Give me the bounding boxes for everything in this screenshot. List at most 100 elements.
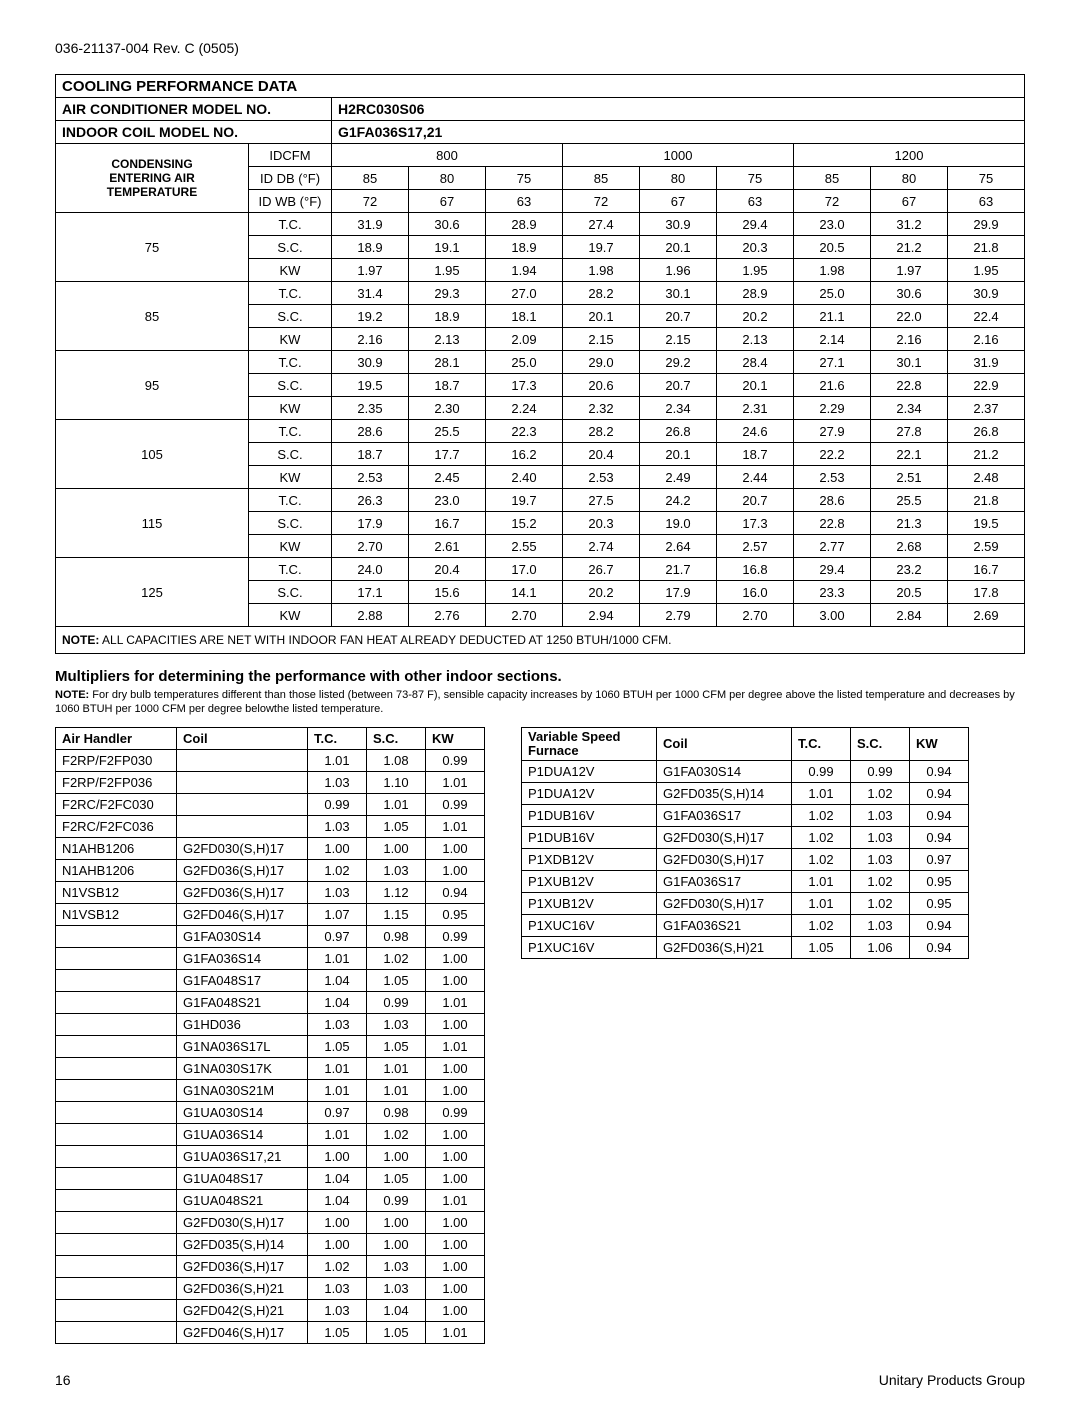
cell: 0.95: [910, 893, 969, 915]
data-cell: 17.3: [486, 374, 563, 397]
coil-model-value: G1FA036S17,21: [332, 121, 1025, 144]
cell: G1NA036S17L: [177, 1035, 308, 1057]
cell: G2FD036(S,H)21: [657, 937, 792, 959]
cell: 0.99: [308, 793, 367, 815]
table-title: COOLING PERFORMANCE DATA: [56, 75, 1025, 98]
wb-4: 67: [640, 190, 717, 213]
data-cell: 31.9: [948, 351, 1025, 374]
data-cell: 17.3: [717, 512, 794, 535]
cell: 1.00: [308, 1145, 367, 1167]
data-cell: 22.1: [871, 443, 948, 466]
cell: 1.04: [308, 1189, 367, 1211]
cell: [56, 1035, 177, 1057]
metric-label: S.C.: [249, 305, 332, 328]
footer-brand: Unitary Products Group: [879, 1372, 1025, 1388]
cell: 1.01: [308, 1079, 367, 1101]
cell: 1.00: [426, 947, 485, 969]
hdr-kw-right: KW: [910, 727, 969, 761]
data-cell: 22.3: [486, 420, 563, 443]
cell: 1.01: [792, 871, 851, 893]
cell: 0.99: [851, 761, 910, 783]
cell: 1.12: [367, 881, 426, 903]
cell: G1NA030S17K: [177, 1057, 308, 1079]
data-cell: 23.2: [871, 558, 948, 581]
table-row: F2RP/F2FP0301.011.080.99: [56, 749, 485, 771]
cell: 0.94: [910, 783, 969, 805]
metric-label: T.C.: [249, 420, 332, 443]
table-row: G1UA036S17,211.001.001.00: [56, 1145, 485, 1167]
data-cell: 29.0: [563, 351, 640, 374]
data-cell: 26.8: [640, 420, 717, 443]
cell: G1FA030S14: [177, 925, 308, 947]
cell: 0.98: [367, 925, 426, 947]
cell: G2FD030(S,H)17: [657, 893, 792, 915]
cell: 1.00: [367, 1211, 426, 1233]
cell: 1.06: [851, 937, 910, 959]
cell: G1FA030S14: [657, 761, 792, 783]
table-row: F2RC/F2FC0300.991.010.99: [56, 793, 485, 815]
table-row: N1AHB1206G2FD030(S,H)171.001.001.00: [56, 837, 485, 859]
cell: 1.03: [367, 859, 426, 881]
data-cell: 20.7: [640, 374, 717, 397]
hdr-tc-right: T.C.: [792, 727, 851, 761]
data-cell: 17.9: [640, 581, 717, 604]
cell: 0.97: [308, 1101, 367, 1123]
cell: [56, 1013, 177, 1035]
hdr-sc-right: S.C.: [851, 727, 910, 761]
cell: G2FD036(S,H)17: [177, 859, 308, 881]
data-cell: 25.5: [409, 420, 486, 443]
cell: 1.00: [367, 1233, 426, 1255]
data-cell: 3.00: [794, 604, 871, 627]
table-row: G1UA048S171.041.051.00: [56, 1167, 485, 1189]
data-cell: 20.7: [717, 489, 794, 512]
cell: 1.03: [308, 1013, 367, 1035]
data-cell: 2.34: [871, 397, 948, 420]
cell: [56, 969, 177, 991]
cell: N1AHB1206: [56, 837, 177, 859]
cell: 0.99: [426, 749, 485, 771]
cell: 1.05: [367, 815, 426, 837]
cell: F2RC/F2FC030: [56, 793, 177, 815]
cell: 1.04: [308, 969, 367, 991]
cell: G1UA036S17,21: [177, 1145, 308, 1167]
data-cell: 25.5: [871, 489, 948, 512]
air-handler-multipliers-table: Air Handler Coil T.C. S.C. KW F2RP/F2FP0…: [55, 727, 485, 1344]
data-cell: 16.8: [717, 558, 794, 581]
data-cell: 24.2: [640, 489, 717, 512]
data-cell: 20.1: [717, 374, 794, 397]
metric-label: KW: [249, 535, 332, 558]
data-cell: 20.1: [563, 305, 640, 328]
data-cell: 2.29: [794, 397, 871, 420]
data-cell: 1.95: [409, 259, 486, 282]
data-cell: 27.1: [794, 351, 871, 374]
multipliers-heading: Multipliers for determining the performa…: [55, 668, 1025, 685]
data-cell: 29.2: [640, 351, 717, 374]
data-cell: 31.4: [332, 282, 409, 305]
data-cell: 2.48: [948, 466, 1025, 489]
wb-1: 67: [409, 190, 486, 213]
data-cell: 2.34: [640, 397, 717, 420]
data-cell: 21.1: [794, 305, 871, 328]
cell: 0.94: [910, 827, 969, 849]
data-cell: 24.6: [717, 420, 794, 443]
cell: G2FD036(S,H)21: [177, 1277, 308, 1299]
cell: G2FD036(S,H)17: [177, 881, 308, 903]
table-row: P1DUB16VG2FD030(S,H)171.021.030.94: [522, 827, 969, 849]
cell: 1.03: [367, 1013, 426, 1035]
data-cell: 19.5: [332, 374, 409, 397]
data-cell: 26.8: [948, 420, 1025, 443]
table-row: P1XUB12VG1FA036S171.011.020.95: [522, 871, 969, 893]
data-cell: 1.97: [871, 259, 948, 282]
cell: 1.01: [308, 749, 367, 771]
cell: 1.03: [851, 827, 910, 849]
table-row: G1FA048S171.041.051.00: [56, 969, 485, 991]
table-row: P1XUC16VG2FD036(S,H)211.051.060.94: [522, 937, 969, 959]
data-cell: 2.70: [486, 604, 563, 627]
data-cell: 22.9: [948, 374, 1025, 397]
cell: G1UA036S14: [177, 1123, 308, 1145]
wb-2: 63: [486, 190, 563, 213]
data-cell: 17.7: [409, 443, 486, 466]
cell: 1.01: [426, 1321, 485, 1343]
cond-line1: CONDENSING: [111, 157, 192, 171]
metric-label: KW: [249, 328, 332, 351]
